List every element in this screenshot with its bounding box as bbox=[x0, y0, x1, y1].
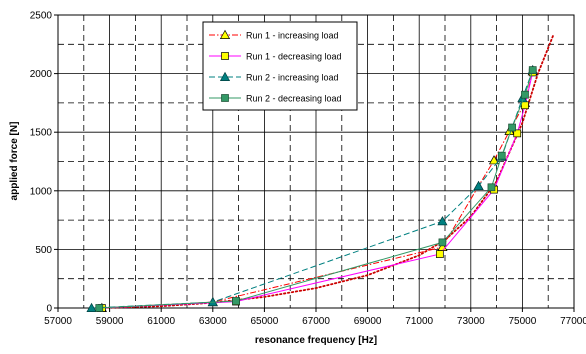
x-tick-label: 71000 bbox=[405, 316, 433, 327]
x-tick-label: 73000 bbox=[457, 316, 485, 327]
data-point bbox=[438, 238, 447, 247]
legend-label: Run 1 - decreasing load bbox=[246, 52, 342, 62]
series-4 bbox=[95, 66, 537, 312]
data-point bbox=[437, 216, 448, 226]
x-tick-label: 63000 bbox=[199, 316, 227, 327]
data-point bbox=[86, 302, 97, 312]
data-point bbox=[513, 129, 522, 138]
legend-marker bbox=[221, 94, 229, 102]
legend-marker bbox=[221, 52, 229, 60]
y-tick-label: 1500 bbox=[30, 128, 53, 139]
data-point bbox=[521, 101, 529, 110]
y-tick-label: 0 bbox=[46, 304, 52, 315]
legend: Run 1 - increasing load Run 1 - decreasin… bbox=[202, 21, 358, 111]
y-axis-label: applied force [N] bbox=[9, 122, 20, 201]
data-point bbox=[232, 297, 240, 305]
x-axis-label: resonance frequency [Hz] bbox=[255, 335, 377, 346]
x-tick-label: 57000 bbox=[44, 316, 72, 327]
data-point bbox=[95, 304, 104, 312]
legend-marker bbox=[219, 71, 231, 81]
y-tick-label: 500 bbox=[35, 245, 52, 256]
legend-label: Run 1 - increasing load bbox=[246, 31, 339, 41]
data-point bbox=[497, 151, 506, 160]
data-point bbox=[487, 183, 496, 192]
x-tick-label: 77000 bbox=[560, 316, 586, 327]
x-tick-label: 59000 bbox=[96, 316, 124, 327]
data-point bbox=[508, 123, 516, 132]
y-tick-label: 1000 bbox=[30, 186, 53, 197]
y-tick-label: 2500 bbox=[30, 11, 53, 22]
series-layer bbox=[86, 34, 555, 312]
series-line bbox=[99, 69, 534, 309]
x-tick-label: 65000 bbox=[250, 316, 278, 327]
data-point bbox=[488, 155, 500, 165]
legend-label: Run 2 - decreasing load bbox=[246, 94, 342, 104]
x-tick-label: 67000 bbox=[302, 316, 330, 327]
data-point bbox=[528, 66, 537, 74]
data-point bbox=[521, 90, 529, 99]
data-point bbox=[473, 180, 484, 191]
x-tick-label: 75000 bbox=[508, 316, 536, 327]
x-tick-label: 61000 bbox=[147, 316, 175, 327]
legend-label: Run 2 - increasing load bbox=[246, 73, 339, 83]
data-point bbox=[435, 250, 444, 258]
x-tick-label: 69000 bbox=[354, 316, 382, 327]
ticks-layer: 57000 59000 61000 63000 65000 67000 69000 71000… bbox=[30, 11, 586, 328]
y-tick-label: 2000 bbox=[30, 69, 53, 80]
legend-marker bbox=[219, 29, 231, 39]
